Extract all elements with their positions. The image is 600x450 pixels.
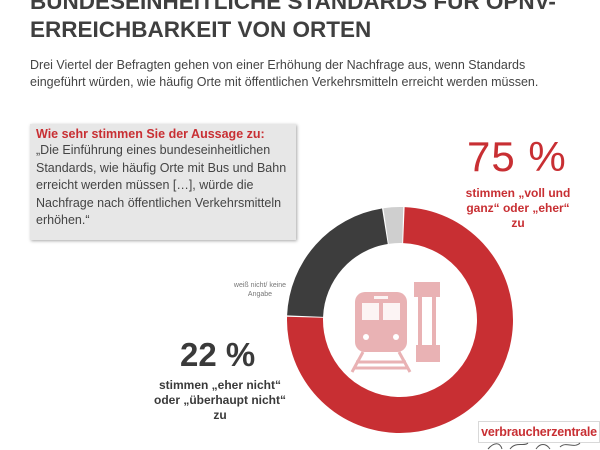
brand-signature [487, 442, 581, 450]
agree-percentage: 75 % [467, 133, 567, 180]
page-title: BUNDESEINHEITLICHE STANDARDS FÜR ÖPNV- E… [30, 0, 590, 44]
train-station-icon [350, 282, 440, 373]
pie-slice-3 [383, 207, 404, 244]
quote-box: Wie sehr stimmen Sie der Aussage zu: „Di… [30, 124, 296, 240]
title-line-1: BUNDESEINHEITLICHE STANDARDS FÜR ÖPNV- [30, 0, 556, 14]
unknown-label: weiß nicht/ keine Angabe [233, 282, 287, 298]
quote-question: Wie sehr stimmen Sie der Aussage zu: [36, 127, 265, 141]
subtitle: Drei Viertel der Befragten gehen von ein… [30, 58, 539, 89]
quote-text: „Die Einführung eines bundeseinheitliche… [36, 143, 287, 227]
title-line-2: ERREICHBARKEIT VON ORTEN [30, 17, 372, 42]
disagree-percentage: 22 % [180, 336, 256, 373]
agree-label: stimmen „voll und ganz“ oder „eher“ zu [465, 186, 571, 230]
pie-slice-2 [287, 208, 388, 317]
pie-slice-1 [287, 207, 513, 433]
disagree-label: stimmen „eher nicht“ oder „überhaupt nic… [154, 378, 286, 422]
brand-logo: verbraucherzentrale [478, 421, 600, 443]
